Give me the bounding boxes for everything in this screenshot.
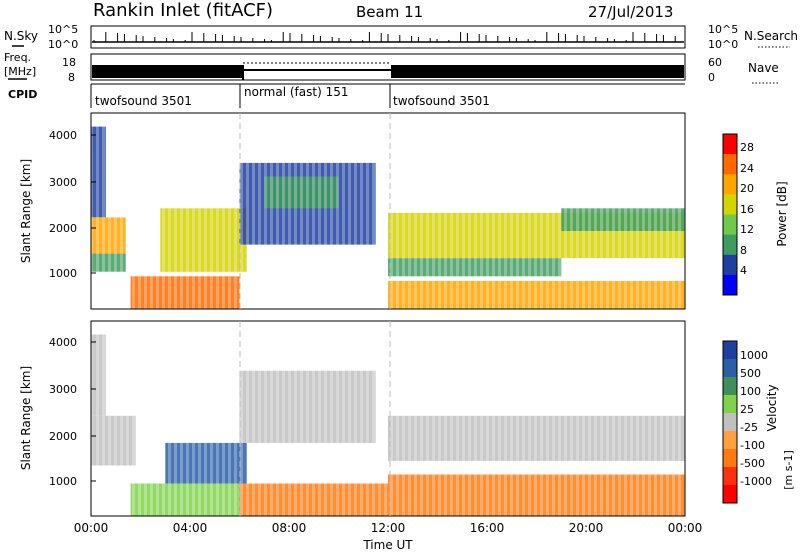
power-colorbar-swatch-2 <box>723 174 737 195</box>
nsky-panel-frame <box>90 25 686 49</box>
power-yticks: 4000 3000 2000 1000 <box>49 129 96 280</box>
power-ytick-3000: 3000 <box>49 176 77 189</box>
xtick-1200: 12:00 <box>371 521 406 535</box>
velocity-colorbar-swatch-0 <box>723 341 737 360</box>
power-colorbar-swatch-4 <box>723 214 737 236</box>
nsky-label: N.Sky <box>4 29 38 43</box>
count-tick-top-right: 10^5 <box>708 23 738 36</box>
power-heatmap <box>91 113 685 309</box>
velocity-cb-tick-minus500: -500 <box>740 457 765 470</box>
velocity-cb-tick-25: 25 <box>740 403 754 416</box>
nave-tick-bottom: 0 <box>708 71 715 84</box>
power-panel-frame <box>90 112 686 310</box>
velocity-colorbar-swatch-6 <box>723 449 737 468</box>
freq-band-segment-3 <box>391 65 684 78</box>
velocity-colorbar-label: Velocity <box>765 384 779 431</box>
velocity-yticks: 4000 3000 2000 1000 <box>49 336 96 488</box>
velocity-cb-tick-100: 100 <box>740 385 761 398</box>
power-cb-tick-28: 28 <box>740 141 754 154</box>
freq-tick-bottom: 8 <box>68 71 75 84</box>
xtick-0400: 04:00 <box>173 521 208 535</box>
xtick-2400: 00:00 <box>668 521 703 535</box>
power-cb-tick-16: 16 <box>740 203 754 216</box>
freq-tick-top: 18 <box>62 56 76 69</box>
velocity-cb-tick-500: 500 <box>740 367 761 380</box>
power-colorbar-swatch-0 <box>723 134 737 155</box>
freq-label-1: Freq. <box>4 51 31 64</box>
nsky-series <box>92 32 684 43</box>
velocity-cb-tick-minus25: -25 <box>740 421 758 434</box>
velocity-colorbar-swatch-8 <box>723 485 737 504</box>
power-colorbar <box>723 134 737 296</box>
power-cb-tick-12: 12 <box>740 223 754 236</box>
beam-label: Beam 11 <box>356 3 423 21</box>
freq-label-2: [MHz] <box>4 65 36 78</box>
power-ylabel: Slant Range [km] <box>19 159 33 263</box>
velocity-colorbar-swatch-1 <box>723 359 737 378</box>
cpid-label: CPID <box>8 88 37 101</box>
velocity-colorbar-swatch-5 <box>723 431 737 450</box>
power-colorbar-swatch-1 <box>723 154 737 175</box>
nsearch-label: N.Search <box>744 29 798 43</box>
power-colorbar-label: Power [dB] <box>775 181 789 246</box>
velocity-panel-frame <box>90 320 686 517</box>
count-tick-top-left: 10^5 <box>48 23 78 36</box>
xtick-1600: 16:00 <box>470 521 505 535</box>
velocity-heatmap <box>91 321 685 516</box>
velocity-colorbar <box>723 341 737 504</box>
power-cb-tick-20: 20 <box>740 182 754 195</box>
cpid-segment-1: twofsound 3501 <box>95 94 192 108</box>
figure-title: Rankin Inlet (fitACF) <box>93 0 273 21</box>
power-cb-tick-8: 8 <box>740 244 747 257</box>
power-cb-tick-24: 24 <box>740 162 754 175</box>
nave-tick-top: 60 <box>708 56 722 69</box>
velocity-cb-tick-minus1000: -1000 <box>740 475 772 488</box>
cpid-segment-2: normal (fast) 151 <box>244 85 348 99</box>
x-axis-label: Time UT <box>362 538 413 552</box>
velocity-colorbar-swatch-7 <box>723 467 737 486</box>
xtick-0800: 08:00 <box>272 521 307 535</box>
count-tick-bottom-left: 10^0 <box>48 38 78 51</box>
power-colorbar-ticks: 28 24 20 16 12 8 4 <box>740 141 754 277</box>
power-colorbar-swatch-7 <box>723 274 737 296</box>
velocity-colorbar-ticks: 1000 500 100 25 -25 -100 -500 -1000 <box>740 349 772 488</box>
cpid-segment-3: twofsound 3501 <box>393 94 490 108</box>
velocity-colorbar-swatch-4 <box>723 413 737 432</box>
xtick-0000: 00:00 <box>74 521 109 535</box>
power-ytick-2000: 2000 <box>49 222 77 235</box>
power-ytick-1000: 1000 <box>49 267 77 280</box>
velocity-ytick-1000: 1000 <box>49 475 77 488</box>
velocity-ytick-3000: 3000 <box>49 383 77 396</box>
power-ytick-4000: 4000 <box>49 129 77 142</box>
velocity-colorbar-frame <box>722 340 738 504</box>
velocity-cb-tick-minus100: -100 <box>740 439 765 452</box>
freq-band-segment-2 <box>243 69 391 71</box>
velocity-ylabel: Slant Range [km] <box>19 366 33 470</box>
power-colorbar-frame <box>722 133 738 296</box>
xtick-2000: 20:00 <box>569 521 604 535</box>
date-label: 27/Jul/2013 <box>588 3 673 21</box>
power-cb-tick-4: 4 <box>740 264 747 277</box>
freq-band-segment-1 <box>92 65 243 78</box>
velocity-ytick-2000: 2000 <box>49 430 77 443</box>
power-colorbar-swatch-6 <box>723 254 737 276</box>
nave-label: Nave <box>748 61 779 75</box>
velocity-colorbar-swatch-3 <box>723 395 737 414</box>
velocity-cb-tick-1000: 1000 <box>740 349 768 362</box>
x-axis-ticks: 00:00 04:00 08:00 12:00 16:00 20:00 00:0… <box>74 521 703 535</box>
velocity-colorbar-units: [m s-1] <box>782 450 795 490</box>
power-colorbar-swatch-5 <box>723 234 737 256</box>
velocity-colorbar-swatch-2 <box>723 377 737 396</box>
freq-panel-frame <box>90 53 686 81</box>
power-colorbar-swatch-3 <box>723 194 737 215</box>
count-tick-bottom-right: 10^0 <box>708 38 738 51</box>
velocity-ytick-4000: 4000 <box>49 336 77 349</box>
